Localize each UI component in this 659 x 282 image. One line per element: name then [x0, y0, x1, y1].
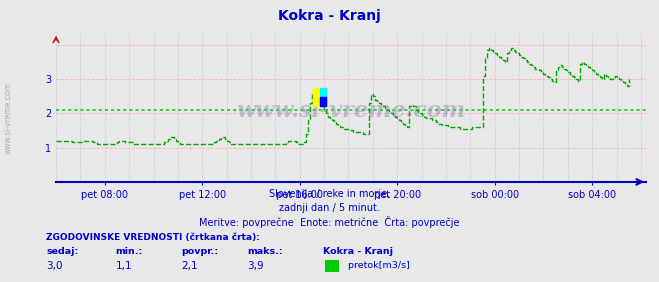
Text: zadnji dan / 5 minut.: zadnji dan / 5 minut.: [279, 203, 380, 213]
Text: min.:: min.:: [115, 247, 142, 256]
Text: sedaj:: sedaj:: [46, 247, 78, 256]
FancyBboxPatch shape: [313, 88, 326, 106]
Text: Slovenija / reke in morje.: Slovenija / reke in morje.: [269, 189, 390, 199]
Text: www.si-vreme.com: www.si-vreme.com: [3, 83, 13, 154]
Text: 3,0: 3,0: [46, 261, 63, 271]
Text: Kokra - Kranj: Kokra - Kranj: [278, 8, 381, 23]
Text: 2,1: 2,1: [181, 261, 198, 271]
Text: Kokra - Kranj: Kokra - Kranj: [323, 247, 393, 256]
FancyBboxPatch shape: [320, 88, 326, 106]
Text: pretok[m3/s]: pretok[m3/s]: [345, 261, 409, 270]
Text: www.si-vreme.com: www.si-vreme.com: [237, 100, 465, 122]
FancyBboxPatch shape: [320, 97, 326, 106]
Text: povpr.:: povpr.:: [181, 247, 218, 256]
Text: maks.:: maks.:: [247, 247, 283, 256]
Text: Meritve: povprečne  Enote: metrične  Črta: povprečje: Meritve: povprečne Enote: metrične Črta:…: [199, 216, 460, 228]
Text: 3,9: 3,9: [247, 261, 264, 271]
Text: ZGODOVINSKE VREDNOSTI (črtkana črta):: ZGODOVINSKE VREDNOSTI (črtkana črta):: [46, 233, 260, 242]
Text: 1,1: 1,1: [115, 261, 132, 271]
